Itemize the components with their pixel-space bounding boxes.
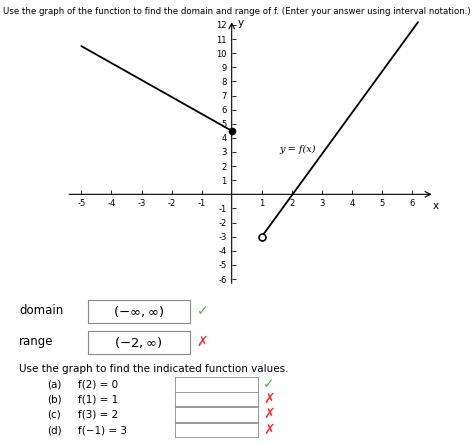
- Text: f(3) = 2: f(3) = 2: [78, 409, 118, 419]
- Text: f(−1) = 3: f(−1) = 3: [78, 425, 127, 435]
- Text: ✗: ✗: [263, 423, 275, 437]
- Text: (d): (d): [47, 425, 62, 435]
- Text: ✓: ✓: [263, 377, 275, 392]
- Text: domain: domain: [19, 304, 63, 317]
- Text: ✗: ✗: [197, 335, 209, 349]
- Text: (b): (b): [47, 394, 62, 404]
- Text: Use the graph of the function to find the domain and range of f. (Enter your ans: Use the graph of the function to find th…: [3, 7, 471, 16]
- Text: $(-2,\infty)$: $(-2,\infty)$: [114, 335, 163, 350]
- Text: Use the graph to find the indicated function values.: Use the graph to find the indicated func…: [19, 364, 289, 374]
- Text: x: x: [433, 202, 439, 211]
- Text: y = f(x): y = f(x): [280, 145, 316, 154]
- Text: f(2) = 0: f(2) = 0: [78, 380, 118, 389]
- Text: range: range: [19, 335, 54, 349]
- Text: $(-\infty,\infty)$: $(-\infty,\infty)$: [113, 304, 164, 319]
- Text: f(1) = 1: f(1) = 1: [78, 394, 118, 404]
- Text: (a): (a): [47, 380, 62, 389]
- Text: (c): (c): [47, 409, 61, 419]
- Text: y: y: [237, 18, 244, 28]
- Text: ✗: ✗: [263, 407, 275, 422]
- Text: ✗: ✗: [263, 392, 275, 406]
- Text: ✓: ✓: [197, 304, 209, 318]
